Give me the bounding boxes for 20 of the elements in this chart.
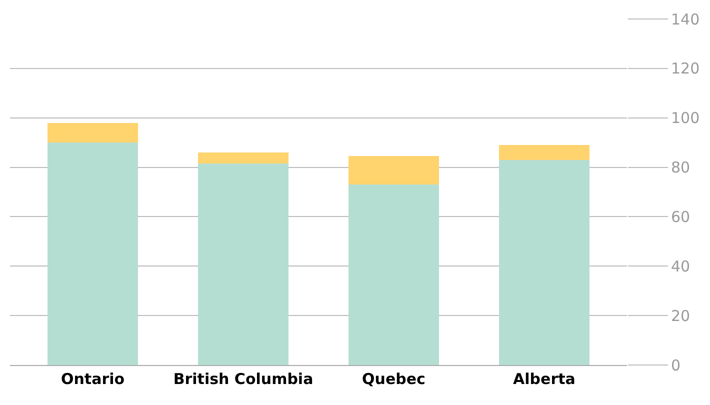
bar: [48, 122, 138, 143]
y-tick-label: 20: [671, 306, 690, 325]
y-tick-label: 120: [671, 60, 700, 78]
bar: [198, 164, 288, 365]
bar: [348, 184, 439, 365]
bar: [499, 160, 590, 365]
y-tick-label: 40: [671, 257, 690, 276]
y-tick-label: 140: [671, 10, 700, 28]
y-tick-label: 100: [671, 109, 700, 128]
bar: [348, 156, 439, 185]
x-tick-label: Alberta: [513, 370, 576, 388]
bar: [499, 145, 590, 160]
y-tick-label: 80: [671, 158, 690, 177]
x-tick-label: Ontario: [60, 370, 125, 388]
y-tick-label: 0: [671, 356, 681, 374]
x-tick-label: Quebec: [362, 370, 426, 388]
bar: [198, 152, 288, 164]
y-tick-label: 60: [671, 208, 690, 226]
x-tick-label: British Columbia: [173, 370, 314, 388]
bar: [48, 142, 138, 365]
